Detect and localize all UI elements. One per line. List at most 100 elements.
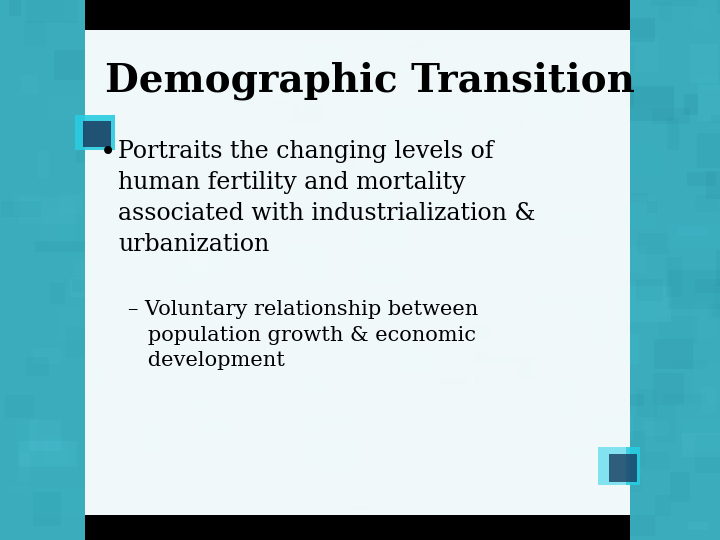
- Bar: [161, 313, 215, 326]
- Bar: [135, 341, 166, 365]
- Bar: [273, 188, 301, 213]
- Bar: [72, 279, 99, 292]
- Bar: [145, 417, 163, 451]
- Bar: [510, 36, 557, 70]
- Bar: [500, 66, 549, 76]
- Bar: [361, 298, 398, 326]
- Bar: [690, 44, 718, 83]
- Text: Demographic Transition: Demographic Transition: [105, 62, 635, 100]
- Bar: [253, 501, 266, 522]
- Bar: [33, 488, 86, 518]
- Bar: [179, 346, 211, 362]
- Bar: [409, 15, 420, 46]
- Bar: [408, 378, 467, 401]
- Bar: [301, 0, 338, 17]
- Bar: [605, 46, 635, 72]
- Bar: [325, 421, 374, 451]
- Bar: [693, 302, 717, 338]
- Bar: [579, 414, 634, 439]
- Bar: [168, 518, 221, 527]
- Bar: [428, 315, 460, 341]
- Bar: [308, 113, 353, 152]
- Bar: [85, 515, 630, 540]
- Bar: [66, 327, 102, 359]
- Bar: [534, 94, 585, 126]
- Bar: [586, 133, 604, 170]
- Bar: [259, 390, 292, 400]
- Bar: [598, 447, 640, 485]
- Bar: [302, 374, 330, 406]
- Bar: [384, 109, 441, 135]
- Bar: [464, 426, 509, 446]
- Bar: [695, 195, 719, 212]
- Bar: [609, 454, 637, 482]
- Bar: [256, 22, 280, 50]
- Bar: [698, 85, 720, 122]
- Bar: [557, 380, 573, 416]
- Bar: [621, 193, 648, 204]
- Bar: [618, 333, 639, 364]
- Bar: [701, 387, 716, 414]
- Bar: [474, 213, 488, 233]
- Bar: [397, 473, 427, 493]
- Bar: [318, 80, 362, 91]
- Bar: [331, 499, 391, 509]
- Bar: [126, 0, 162, 10]
- Bar: [371, 0, 411, 15]
- Bar: [668, 270, 720, 309]
- Bar: [392, 49, 438, 73]
- Bar: [452, 414, 466, 435]
- Bar: [24, 21, 46, 47]
- Bar: [19, 197, 76, 224]
- Bar: [241, 437, 291, 465]
- Bar: [314, 348, 372, 381]
- Bar: [682, 420, 720, 450]
- Bar: [371, 0, 404, 13]
- Bar: [688, 522, 708, 530]
- Bar: [492, 467, 518, 502]
- Bar: [271, 100, 301, 135]
- Bar: [487, 118, 507, 143]
- Bar: [636, 279, 663, 301]
- Bar: [276, 28, 290, 36]
- Bar: [249, 111, 306, 121]
- Bar: [434, 325, 490, 358]
- Bar: [357, 185, 384, 218]
- Bar: [402, 46, 421, 63]
- Bar: [714, 285, 720, 317]
- Bar: [1, 201, 41, 217]
- Bar: [54, 50, 113, 80]
- Bar: [568, 442, 593, 458]
- Bar: [253, 290, 298, 317]
- Bar: [693, 9, 710, 30]
- Bar: [693, 363, 720, 402]
- Bar: [654, 373, 684, 406]
- Bar: [575, 293, 625, 305]
- Bar: [440, 371, 479, 384]
- Bar: [426, 502, 467, 515]
- Bar: [589, 83, 624, 91]
- Bar: [293, 44, 342, 70]
- Bar: [329, 188, 364, 214]
- Bar: [243, 310, 258, 337]
- Bar: [373, 201, 410, 218]
- Bar: [672, 360, 708, 369]
- Bar: [304, 101, 351, 111]
- Bar: [277, 67, 303, 80]
- Bar: [598, 447, 626, 485]
- Bar: [670, 472, 690, 502]
- Bar: [626, 86, 674, 120]
- Bar: [512, 76, 552, 113]
- Bar: [345, 506, 372, 526]
- Bar: [711, 115, 720, 123]
- Bar: [174, 0, 192, 7]
- Bar: [637, 233, 670, 254]
- Bar: [580, 122, 600, 136]
- Bar: [706, 171, 720, 199]
- Bar: [301, 416, 354, 430]
- Bar: [526, 10, 580, 49]
- Bar: [402, 203, 440, 223]
- Bar: [659, 316, 698, 345]
- Bar: [194, 231, 235, 247]
- Bar: [410, 109, 464, 129]
